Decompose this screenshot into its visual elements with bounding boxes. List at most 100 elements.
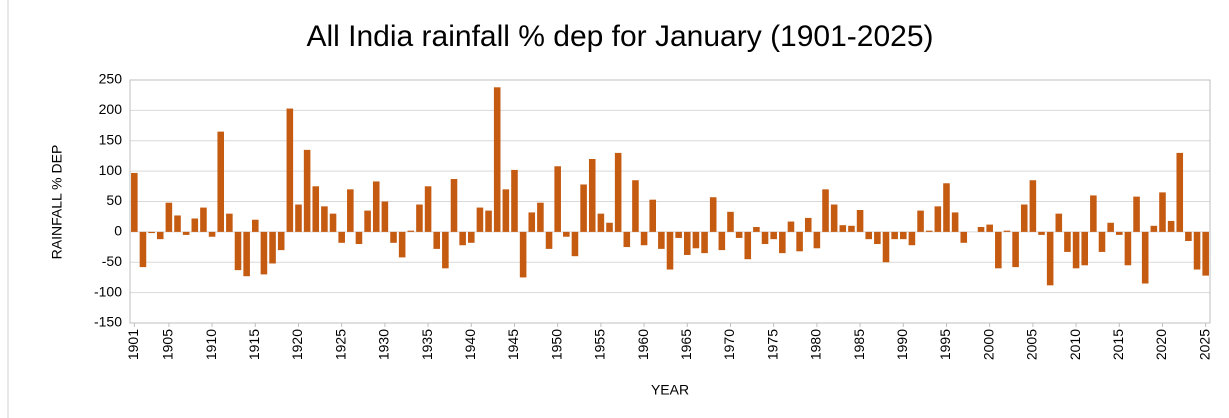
bar xyxy=(338,231,345,243)
bar xyxy=(787,221,795,232)
bar xyxy=(467,231,475,243)
bar xyxy=(234,231,242,271)
bar xyxy=(260,231,268,275)
bar xyxy=(165,202,173,232)
y-tick-label: -100 xyxy=(94,283,122,299)
bar xyxy=(683,231,691,255)
y-tick-label: -50 xyxy=(102,253,122,269)
bar xyxy=(822,189,829,232)
bar xyxy=(925,230,933,232)
x-tick-label: 1975 xyxy=(764,329,780,360)
chart-title: All India rainfall % dep for January (19… xyxy=(306,20,933,53)
x-tick-label: 2005 xyxy=(1024,329,1040,360)
x-tick-label: 1990 xyxy=(894,329,910,360)
bar xyxy=(1090,195,1097,232)
x-tick-label: 1965 xyxy=(678,329,694,360)
bar xyxy=(692,231,700,249)
bar xyxy=(735,231,743,238)
bar xyxy=(1020,204,1028,232)
x-tick-label: 2020 xyxy=(1153,329,1169,360)
bar xyxy=(1133,196,1140,232)
bar xyxy=(424,186,432,232)
bar xyxy=(856,210,864,232)
bar xyxy=(355,231,363,245)
bar xyxy=(1012,231,1019,268)
y-axis-label: RAINFALL % DEP xyxy=(49,145,65,260)
x-tick-label: 1945 xyxy=(505,329,521,360)
bar xyxy=(899,231,907,240)
y-tick-label: 200 xyxy=(99,101,123,117)
bar xyxy=(450,179,458,232)
bar xyxy=(433,231,441,249)
bar xyxy=(182,231,190,235)
bar xyxy=(1159,192,1166,232)
bar xyxy=(1081,231,1089,266)
x-tick-label: 1955 xyxy=(592,329,608,360)
bar xyxy=(1176,152,1184,232)
bar xyxy=(485,210,492,232)
bar xyxy=(727,211,734,232)
bar xyxy=(1072,231,1080,269)
bar xyxy=(442,231,449,269)
bar xyxy=(830,204,838,232)
bar xyxy=(796,231,803,252)
bar xyxy=(1029,180,1037,232)
bar xyxy=(148,231,155,234)
bar xyxy=(545,231,553,249)
bar xyxy=(995,231,1002,269)
bar xyxy=(1064,231,1071,252)
x-tick-label: 1930 xyxy=(376,329,392,360)
bar xyxy=(390,231,397,243)
bar xyxy=(476,207,484,232)
bar xyxy=(243,231,250,277)
bar xyxy=(312,186,320,232)
bar xyxy=(813,231,821,249)
bar xyxy=(882,231,890,263)
bar xyxy=(217,131,225,232)
bar xyxy=(139,231,147,268)
bar xyxy=(891,231,898,240)
bar xyxy=(986,224,993,232)
bar xyxy=(131,172,138,232)
bar xyxy=(1003,230,1011,232)
bar xyxy=(251,219,259,232)
x-tick-label: 1925 xyxy=(332,329,348,360)
bar xyxy=(588,158,596,232)
bar xyxy=(537,202,544,232)
bar xyxy=(416,204,423,232)
x-tick-label: 1901 xyxy=(125,329,141,360)
bar xyxy=(1150,225,1158,232)
bar xyxy=(623,231,631,248)
bar xyxy=(493,87,501,232)
x-tick-label: 2010 xyxy=(1067,329,1083,360)
bar xyxy=(554,166,561,232)
bar xyxy=(606,222,613,232)
bar xyxy=(519,231,527,278)
bar xyxy=(666,231,674,270)
x-tick-label: 1995 xyxy=(937,329,953,360)
bar xyxy=(381,201,389,232)
y-tick-label: 100 xyxy=(99,162,123,178)
bar xyxy=(174,215,181,232)
bar xyxy=(709,197,717,232)
bar xyxy=(761,231,769,245)
bar xyxy=(1124,231,1132,266)
bar xyxy=(321,206,328,232)
bar xyxy=(908,231,916,246)
x-tick-label: 1970 xyxy=(721,329,737,360)
bar xyxy=(286,108,294,232)
bar xyxy=(347,189,354,232)
bar xyxy=(269,231,276,264)
plot-border xyxy=(129,79,1211,324)
bar xyxy=(1115,231,1123,235)
bar xyxy=(960,231,968,243)
x-tick-label: 2000 xyxy=(980,329,996,360)
bar xyxy=(1167,220,1175,232)
bar xyxy=(597,213,605,232)
bar xyxy=(511,169,518,232)
bar xyxy=(1202,231,1209,276)
x-axis-label: YEAR xyxy=(651,382,689,398)
bar xyxy=(658,231,665,249)
bar xyxy=(329,213,337,232)
x-tick-label: 1905 xyxy=(160,329,176,360)
